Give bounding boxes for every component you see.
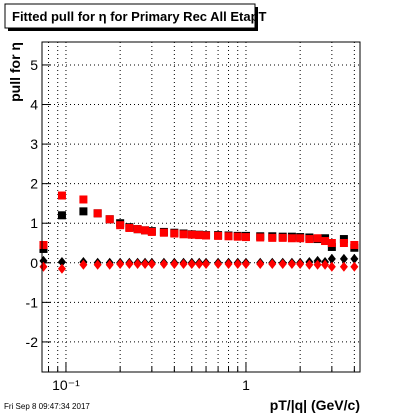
marker xyxy=(224,258,233,269)
marker xyxy=(339,239,348,248)
marker xyxy=(305,259,314,270)
marker xyxy=(116,258,125,269)
marker xyxy=(170,258,179,269)
y-tick-label: -2 xyxy=(26,334,39,350)
footer: Fri Sep 8 09:47:34 2017 xyxy=(4,402,90,411)
marker xyxy=(202,258,211,269)
marker xyxy=(278,233,287,242)
marker xyxy=(313,234,322,243)
marker xyxy=(159,228,168,237)
marker xyxy=(179,230,188,239)
x-axis-label: pT/|q| (GeV/c) xyxy=(270,397,360,413)
y-tick-label: 2 xyxy=(30,176,38,192)
marker xyxy=(125,258,134,269)
marker xyxy=(93,259,102,270)
marker xyxy=(179,258,188,269)
y-tick-label: -1 xyxy=(26,294,39,310)
marker xyxy=(187,230,196,239)
marker xyxy=(39,240,48,249)
marker xyxy=(202,231,211,240)
marker xyxy=(79,195,88,204)
marker xyxy=(339,261,348,272)
y-tick-label: 5 xyxy=(30,57,38,73)
marker xyxy=(170,229,179,238)
marks xyxy=(39,191,359,274)
marker xyxy=(256,233,265,242)
marker xyxy=(141,258,150,269)
marker xyxy=(287,234,296,243)
marker xyxy=(327,239,336,248)
marker xyxy=(268,258,277,269)
marker xyxy=(159,258,168,269)
marker xyxy=(233,258,242,269)
marker xyxy=(116,221,125,230)
marker xyxy=(296,258,305,269)
marker xyxy=(327,261,336,272)
marker xyxy=(147,258,156,269)
marker xyxy=(79,259,88,270)
marker xyxy=(287,258,296,269)
y-tick-label: 1 xyxy=(30,215,38,231)
frame xyxy=(41,41,361,373)
marker xyxy=(57,257,66,267)
y-tick-label: 4 xyxy=(30,97,38,113)
marker xyxy=(241,233,250,242)
marker xyxy=(305,235,314,244)
marker xyxy=(214,258,223,269)
y-tick-label: 3 xyxy=(30,136,38,152)
marker xyxy=(105,215,114,224)
marker xyxy=(39,261,48,272)
marker xyxy=(321,259,330,270)
marker xyxy=(79,207,88,216)
marker xyxy=(327,253,336,264)
y-axis-label: pull for η xyxy=(7,42,23,102)
marker xyxy=(313,259,322,270)
marker xyxy=(105,259,114,270)
marker xyxy=(256,258,265,269)
marker xyxy=(39,255,48,266)
marker xyxy=(350,253,359,264)
marker xyxy=(241,258,250,269)
marker xyxy=(224,232,233,241)
title-box xyxy=(4,3,256,29)
marker xyxy=(268,233,277,242)
marker xyxy=(147,227,156,236)
y-tick-label: 0 xyxy=(30,255,38,271)
x-tick-label: 10⁻¹ xyxy=(52,377,80,393)
marker xyxy=(278,258,287,269)
marker xyxy=(93,209,102,218)
marker xyxy=(350,240,359,249)
marker xyxy=(133,225,142,234)
marker xyxy=(57,263,66,274)
marker xyxy=(296,234,305,243)
marker xyxy=(195,231,204,240)
marker xyxy=(321,237,330,246)
marker xyxy=(195,258,204,269)
x-tick-label: 1 xyxy=(242,377,250,393)
marker xyxy=(233,232,242,241)
marker xyxy=(339,253,348,264)
marker xyxy=(133,258,142,269)
marker xyxy=(187,258,196,269)
marker xyxy=(141,226,150,235)
chart-title: Fitted pull for η for Primary Rec All Et… xyxy=(12,9,267,24)
marker xyxy=(214,231,223,240)
marker xyxy=(57,211,66,220)
marker xyxy=(350,261,359,272)
marker xyxy=(125,223,134,232)
marker xyxy=(57,191,66,200)
